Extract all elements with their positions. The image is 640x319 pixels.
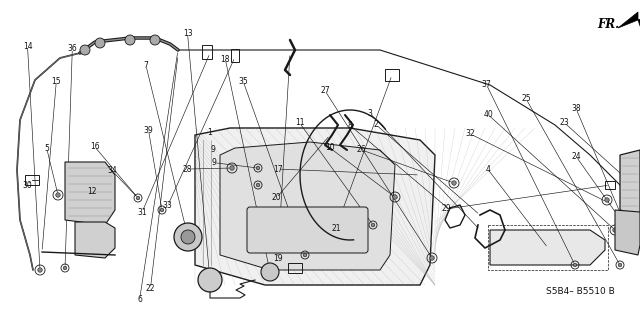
Text: 13: 13 <box>182 29 193 38</box>
Text: 18: 18 <box>221 55 230 63</box>
Bar <box>288 263 302 273</box>
Text: 8: 8 <box>348 121 353 130</box>
Circle shape <box>256 183 260 187</box>
Circle shape <box>160 208 164 212</box>
Circle shape <box>125 35 135 45</box>
Circle shape <box>303 253 307 257</box>
Circle shape <box>605 198 609 202</box>
Text: 25: 25 <box>521 94 531 103</box>
Text: 9: 9 <box>210 145 215 154</box>
Text: 1: 1 <box>207 128 212 137</box>
Circle shape <box>80 45 90 55</box>
Polygon shape <box>195 128 435 285</box>
Text: 36: 36 <box>67 44 77 53</box>
Circle shape <box>452 181 456 185</box>
Text: 23: 23 <box>559 118 570 127</box>
Text: 5: 5 <box>44 144 49 153</box>
Circle shape <box>136 196 140 200</box>
Circle shape <box>256 166 260 170</box>
Text: 35: 35 <box>238 77 248 86</box>
Text: 3: 3 <box>367 109 372 118</box>
Circle shape <box>371 223 375 227</box>
Text: 38: 38 <box>571 104 581 113</box>
FancyBboxPatch shape <box>247 207 368 253</box>
Circle shape <box>38 268 42 272</box>
Circle shape <box>429 256 435 260</box>
Bar <box>385 69 399 81</box>
Text: 30: 30 <box>22 181 33 189</box>
Circle shape <box>230 166 234 170</box>
Polygon shape <box>618 12 640 28</box>
Text: 21: 21 <box>332 224 340 233</box>
Circle shape <box>618 263 622 267</box>
Text: 15: 15 <box>51 77 61 86</box>
Polygon shape <box>490 230 605 265</box>
Text: 37: 37 <box>481 80 492 89</box>
Circle shape <box>198 268 222 292</box>
Text: 4: 4 <box>485 165 490 174</box>
Bar <box>605 181 615 189</box>
Circle shape <box>261 263 279 281</box>
Polygon shape <box>615 210 640 255</box>
Bar <box>25 175 39 185</box>
Bar <box>202 45 212 59</box>
Text: 17: 17 <box>273 165 284 174</box>
Text: 14: 14 <box>22 42 33 51</box>
Text: 39: 39 <box>143 126 154 135</box>
Circle shape <box>393 195 397 199</box>
Circle shape <box>181 230 195 244</box>
Text: 20: 20 <box>271 193 282 202</box>
Circle shape <box>612 228 617 232</box>
Polygon shape <box>75 222 115 258</box>
Text: 7: 7 <box>143 61 148 70</box>
Text: S5B4– B5510 B: S5B4– B5510 B <box>546 287 614 296</box>
Text: 24: 24 <box>571 152 581 161</box>
Text: 10: 10 <box>324 143 335 152</box>
Text: 11: 11 <box>295 118 304 127</box>
Text: 33: 33 <box>163 201 173 210</box>
Circle shape <box>63 266 67 270</box>
Text: 26: 26 <box>356 145 367 154</box>
Circle shape <box>95 38 105 48</box>
Text: 40: 40 <box>483 110 493 119</box>
Polygon shape <box>65 162 115 225</box>
Circle shape <box>56 193 60 197</box>
Polygon shape <box>220 142 395 270</box>
Polygon shape <box>620 150 640 215</box>
Text: 32: 32 <box>465 130 476 138</box>
Text: 28: 28 <box>182 165 191 174</box>
Text: 27: 27 <box>320 86 330 95</box>
Text: FR.: FR. <box>597 18 620 31</box>
Text: 9: 9 <box>211 158 216 167</box>
Text: 22: 22 <box>146 284 155 293</box>
Circle shape <box>174 223 202 251</box>
Text: 31: 31 <box>137 208 147 217</box>
Text: 12: 12 <box>87 187 96 196</box>
Text: 29: 29 <box>442 204 452 213</box>
Text: 19: 19 <box>273 254 283 263</box>
Text: 2: 2 <box>373 120 378 129</box>
Circle shape <box>150 35 160 45</box>
Text: 16: 16 <box>90 142 100 151</box>
Text: 6: 6 <box>137 295 142 304</box>
Text: 34: 34 <box>107 166 117 175</box>
Circle shape <box>573 263 577 267</box>
Bar <box>231 48 239 62</box>
